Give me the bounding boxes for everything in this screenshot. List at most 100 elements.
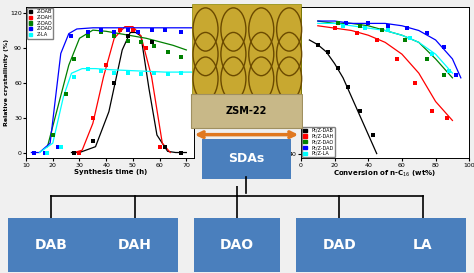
- Point: [177, 150, 185, 155]
- Point: [110, 80, 118, 85]
- Point: [370, 132, 377, 137]
- Point: [70, 75, 78, 79]
- Legend: Pt/Z-DAB, Pt/Z-DAH, Pt/Z-DAO, Pt/Z-DAD, Pt/Z-LA: Pt/Z-DAB, Pt/Z-DAH, Pt/Z-DAO, Pt/Z-DAD, …: [302, 126, 335, 157]
- Point: [177, 30, 185, 35]
- Text: DAB: DAB: [35, 238, 68, 252]
- Point: [150, 44, 158, 49]
- Legend: Z-DAB, Z-DAH, Z-DAO, Z-DAD, Z-LA: Z-DAB, Z-DAH, Z-DAO, Z-DAD, Z-LA: [27, 8, 54, 39]
- Point: [378, 28, 385, 33]
- Point: [44, 150, 51, 155]
- Point: [324, 50, 332, 54]
- Point: [89, 139, 97, 143]
- Point: [339, 23, 347, 28]
- FancyBboxPatch shape: [296, 218, 382, 272]
- Point: [110, 30, 118, 35]
- Point: [177, 71, 185, 75]
- Point: [63, 92, 70, 96]
- Point: [445, 69, 453, 73]
- Point: [356, 23, 364, 28]
- Point: [84, 30, 91, 35]
- Point: [84, 34, 91, 38]
- Point: [70, 57, 78, 61]
- FancyBboxPatch shape: [380, 218, 466, 272]
- Point: [137, 72, 145, 77]
- Point: [143, 45, 150, 50]
- Point: [334, 66, 342, 70]
- FancyBboxPatch shape: [8, 218, 94, 272]
- Y-axis label: Selectivity of i-C$_{16}$ (wt%): Selectivity of i-C$_{16}$ (wt%): [275, 38, 284, 127]
- Point: [428, 52, 436, 56]
- Point: [452, 73, 460, 78]
- Point: [440, 73, 448, 78]
- Point: [423, 31, 431, 35]
- Point: [84, 66, 91, 71]
- Point: [440, 45, 448, 49]
- Point: [30, 150, 38, 155]
- Point: [41, 150, 48, 155]
- Point: [343, 21, 350, 26]
- Point: [110, 34, 118, 38]
- Text: DAO: DAO: [220, 238, 254, 252]
- Point: [124, 28, 131, 32]
- Point: [356, 109, 364, 113]
- Point: [102, 63, 110, 67]
- Point: [161, 144, 169, 149]
- Point: [444, 116, 451, 120]
- Text: DAD: DAD: [322, 238, 356, 252]
- Point: [135, 30, 142, 35]
- Point: [373, 38, 381, 42]
- Point: [70, 150, 78, 155]
- Point: [334, 21, 342, 26]
- Point: [97, 69, 105, 73]
- Point: [177, 55, 185, 59]
- Point: [393, 57, 401, 61]
- Point: [110, 71, 118, 75]
- Point: [407, 35, 414, 40]
- Point: [164, 50, 172, 54]
- Point: [385, 28, 392, 33]
- Point: [49, 133, 56, 137]
- Point: [353, 31, 360, 35]
- Point: [401, 38, 409, 42]
- Point: [156, 144, 164, 149]
- Text: SDAs: SDAs: [228, 152, 264, 165]
- Point: [428, 109, 436, 113]
- Point: [116, 28, 123, 32]
- Point: [97, 30, 105, 35]
- Point: [55, 144, 62, 149]
- Point: [314, 43, 321, 47]
- Point: [124, 38, 131, 43]
- Point: [344, 85, 352, 90]
- Point: [150, 71, 158, 75]
- Point: [137, 40, 145, 44]
- FancyBboxPatch shape: [202, 139, 291, 179]
- Point: [411, 80, 419, 85]
- FancyBboxPatch shape: [191, 94, 302, 128]
- Point: [148, 40, 155, 44]
- FancyBboxPatch shape: [194, 218, 280, 272]
- Point: [124, 34, 131, 38]
- Point: [68, 34, 75, 38]
- Point: [57, 144, 64, 149]
- Point: [89, 115, 97, 120]
- Point: [161, 28, 169, 32]
- Text: LA: LA: [413, 238, 433, 252]
- X-axis label: Conversion of n-C$_{16}$ (wt%): Conversion of n-C$_{16}$ (wt%): [334, 169, 437, 179]
- Point: [124, 71, 131, 75]
- Point: [135, 30, 142, 35]
- Point: [403, 26, 411, 30]
- Point: [423, 57, 431, 61]
- Point: [148, 28, 155, 32]
- X-axis label: Synthesis time (h): Synthesis time (h): [73, 169, 147, 175]
- Point: [365, 21, 372, 26]
- Text: ZSM-22: ZSM-22: [226, 106, 267, 116]
- Point: [76, 150, 83, 155]
- Point: [331, 26, 338, 30]
- Point: [164, 72, 172, 77]
- Point: [97, 28, 105, 32]
- Point: [129, 28, 137, 32]
- FancyBboxPatch shape: [92, 218, 178, 272]
- Point: [385, 23, 392, 28]
- Point: [361, 26, 369, 30]
- Text: DAH: DAH: [118, 238, 152, 252]
